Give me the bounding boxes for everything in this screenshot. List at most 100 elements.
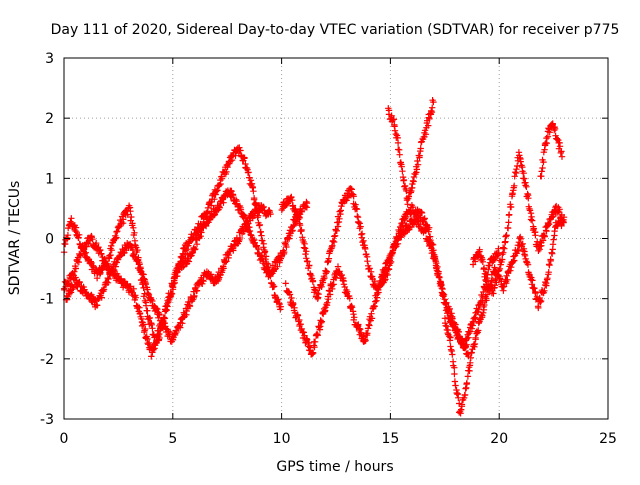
- series-6: [385, 97, 437, 208]
- data-point: [558, 153, 566, 160]
- data-point: [421, 215, 428, 222]
- data-point: [414, 161, 422, 168]
- data-point: [507, 203, 515, 211]
- data-point: [435, 270, 442, 277]
- data-point: [130, 250, 138, 258]
- data-point: [326, 291, 334, 298]
- data-point: [364, 258, 371, 265]
- data-point: [309, 278, 317, 285]
- data-point: [517, 158, 524, 165]
- data-point: [471, 314, 478, 321]
- data-point: [372, 298, 379, 305]
- data-point: [458, 406, 465, 413]
- data-point: [286, 291, 294, 298]
- data-point: [260, 258, 267, 265]
- data-point: [138, 322, 146, 330]
- y-tick-label: 2: [45, 111, 54, 127]
- data-point: [149, 325, 156, 332]
- data-point: [131, 229, 138, 236]
- data-point: [391, 241, 399, 249]
- data-point: [288, 294, 295, 302]
- data-point: [182, 247, 189, 254]
- data-point: [430, 98, 437, 106]
- data-point: [547, 257, 554, 265]
- data-point: [398, 233, 405, 241]
- data-point: [520, 170, 527, 177]
- data-point: [294, 312, 302, 319]
- data-point: [451, 320, 458, 328]
- data-point: [120, 278, 128, 285]
- x-axis-label: GPS time / hours: [276, 459, 393, 475]
- data-point: [219, 196, 226, 203]
- data-point: [164, 303, 171, 310]
- data-point: [523, 183, 530, 190]
- data-point: [491, 264, 498, 271]
- data-point: [425, 236, 433, 243]
- data-point: [360, 237, 367, 244]
- data-point: [130, 285, 137, 292]
- data-point: [560, 219, 567, 226]
- data-point: [502, 233, 509, 240]
- y-axis-label: SDTVAR / TECUs: [7, 181, 23, 296]
- data-point: [521, 252, 529, 259]
- data-point: [64, 232, 72, 239]
- data-point: [512, 169, 519, 176]
- data-point: [191, 292, 198, 300]
- data-point: [540, 158, 547, 166]
- data-point: [394, 139, 402, 147]
- data-point: [483, 278, 490, 285]
- data-point: [454, 325, 461, 333]
- data-point: [409, 203, 417, 211]
- data-point: [330, 281, 337, 288]
- data-point: [223, 168, 230, 176]
- data-point: [72, 224, 80, 231]
- data-point: [515, 246, 522, 254]
- data-point: [246, 227, 254, 235]
- data-point: [510, 257, 518, 264]
- x-tick-label: 15: [381, 431, 399, 447]
- data-point: [350, 193, 357, 200]
- data-point: [556, 143, 564, 150]
- data-point: [75, 258, 82, 266]
- data-point: [541, 233, 548, 240]
- data-point: [297, 321, 304, 328]
- data-point: [150, 345, 157, 353]
- data-point: [156, 311, 163, 319]
- data-point: [296, 222, 304, 229]
- grid-lines: [64, 58, 608, 419]
- data-point: [526, 207, 534, 214]
- x-tick-label: 20: [490, 431, 508, 447]
- data-point: [417, 220, 424, 228]
- data-point: [76, 231, 83, 238]
- data-point: [321, 274, 328, 282]
- data-point: [261, 248, 269, 255]
- series-8: [469, 149, 567, 297]
- data-point: [250, 188, 257, 195]
- data-point: [355, 321, 362, 328]
- data-point: [406, 224, 413, 232]
- data-point: [530, 225, 537, 232]
- data-point: [136, 304, 143, 311]
- data-point: [108, 247, 115, 254]
- data-point: [148, 321, 155, 328]
- x-tick-label: 25: [599, 431, 617, 447]
- data-point: [216, 182, 223, 189]
- data-point: [127, 208, 134, 215]
- data-point: [267, 210, 274, 218]
- data-point: [318, 318, 325, 325]
- data-point: [503, 232, 510, 239]
- data-point: [390, 116, 398, 123]
- data-point: [490, 290, 497, 297]
- data-point: [377, 279, 384, 287]
- data-point: [114, 228, 121, 235]
- data-point: [368, 315, 376, 322]
- data-point: [380, 268, 387, 276]
- data-point: [324, 299, 331, 306]
- data-point: [224, 163, 231, 171]
- data-point: [364, 330, 371, 337]
- data-point: [67, 218, 74, 225]
- data-point: [322, 268, 330, 275]
- data-point: [371, 303, 378, 310]
- data-point: [429, 249, 437, 257]
- data-point: [558, 211, 565, 219]
